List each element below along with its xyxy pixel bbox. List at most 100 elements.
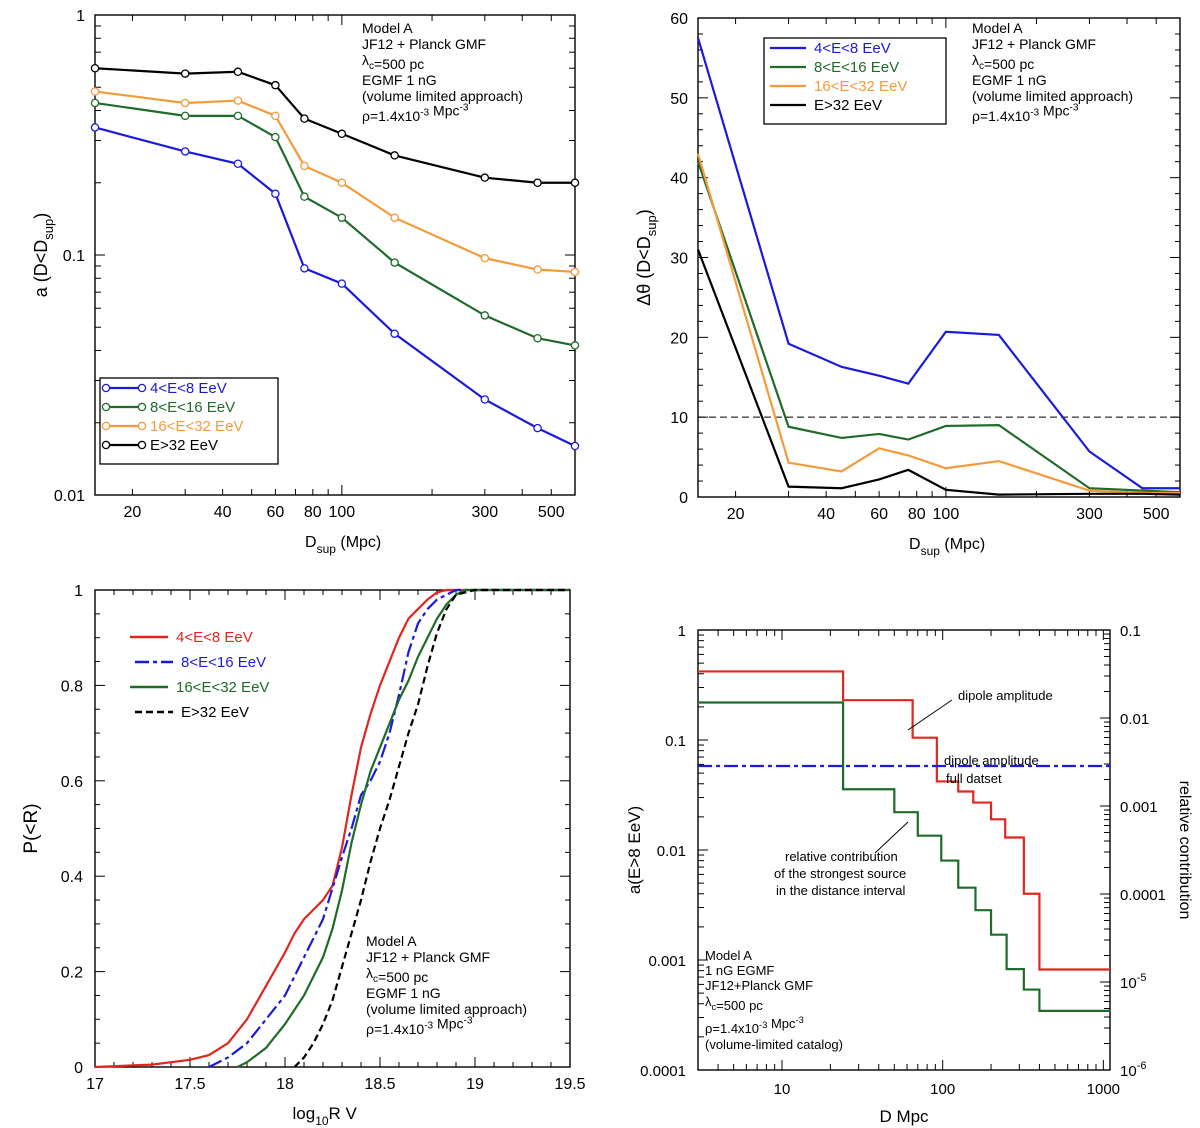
y-tick-label: 0.01: [54, 488, 85, 505]
annotation-line: ρ=1.4x10-3 Mpc-3: [362, 102, 469, 124]
annotation-line: Model A: [705, 948, 752, 963]
legend-label: 4<E<8 EeV: [150, 380, 227, 397]
annotation-line: JF12 + Planck GMF: [366, 949, 490, 965]
callout-text: relative contribution: [785, 849, 898, 864]
x-tick-label: 300: [471, 504, 498, 521]
y-tick-label: 50: [670, 91, 688, 108]
data-point: [233, 96, 243, 105]
data-point: [233, 67, 243, 77]
series-line-0: [94, 126, 576, 448]
series-line-0: [696, 37, 1180, 490]
x-tick-label: 500: [538, 504, 565, 521]
annotation-line: EGMF 1 nG: [362, 72, 437, 88]
x-axis-label: Dsup (Mpc): [305, 534, 381, 556]
callout-leader: [907, 699, 953, 731]
legend-label: 16<E<32 EeV: [176, 679, 269, 696]
x-tick-label: 80: [908, 506, 926, 523]
y-tick-label: 10: [670, 410, 688, 427]
panel-d: 10 100 1000 0.0001 0.001 0.01 0.1 1 10-6 10-5 0.00…: [625, 623, 1193, 1126]
y-tick-label: 1: [74, 583, 83, 600]
x-tick-label: 1000: [1087, 1081, 1120, 1098]
legend: 4<E<8 EeV 8<E<16 EeV 16<E<32 EeV E>32 EeV: [130, 629, 269, 721]
callout-leader: [874, 821, 909, 854]
y2-tick-label: 10-5: [1120, 972, 1146, 992]
legend-label: 8<E<16 EeV: [181, 654, 266, 671]
legend: 4<E<8 EeV 8<E<16 EeV 16<E<32 EeV E>32 EeV: [99, 377, 279, 465]
annotation-line: (volume-limited catalog): [705, 1037, 843, 1052]
data-point: [180, 69, 190, 78]
data-point: [300, 192, 309, 201]
y-tick-label: 0.4: [61, 869, 83, 886]
y-axis-label: a(E>8 EeV): [625, 806, 644, 894]
series-line-2: [237, 588, 570, 1068]
data-point: [570, 267, 580, 277]
legend-label: E>32 EeV: [150, 437, 218, 454]
series-line-1: [208, 588, 570, 1068]
y-tick-label: 0.1: [665, 733, 686, 750]
annotation-line: Model A: [366, 933, 417, 949]
annotation-line: EGMF 1 nG: [366, 985, 441, 1001]
annotation-line: Model A: [972, 20, 1023, 36]
annotation-line: λc=500 pc: [362, 52, 424, 72]
legend-marker: [137, 383, 147, 393]
annotation-line: 1 nG EGMF: [705, 963, 774, 978]
y2-tick-label: 0.1: [1120, 623, 1141, 640]
y-tick-label: 0.2: [61, 965, 83, 982]
data-point: [271, 132, 280, 142]
data-point: [533, 265, 542, 274]
legend-marker: [137, 421, 147, 431]
panel-b: 20 40 60 80 100 300 500 0 10 20 30 40 50 60 Dsup (Mpc)…: [634, 11, 1181, 558]
data-point: [570, 178, 580, 188]
series-line-2: [696, 153, 1180, 495]
annotation-line: EGMF 1 nG: [972, 72, 1047, 88]
data-point: [390, 258, 399, 267]
x-tick-label: 17.5: [174, 1076, 205, 1093]
series-line-3: [293, 588, 570, 1068]
annotation-line: (volume limited approach): [972, 88, 1133, 104]
legend-marker: [101, 402, 111, 412]
y-tick-label: 0.0001: [640, 1063, 686, 1080]
annotation-line: JF12+Planck GMF: [705, 978, 813, 993]
data-point: [480, 311, 490, 320]
data-point: [337, 213, 347, 222]
annotation-line: JF12 + Planck GMF: [972, 36, 1096, 52]
data-point: [390, 329, 399, 338]
legend-label: 16<E<32 EeV: [150, 418, 243, 435]
series-line-1: [696, 161, 1181, 494]
data-point: [300, 114, 309, 123]
data-point: [233, 159, 243, 168]
legend-label: E>32 EeV: [181, 704, 249, 721]
data-point: [390, 213, 399, 222]
y2-tick-label: 0.0001: [1120, 887, 1166, 904]
callout-text: dipole amplitude: [958, 688, 1053, 703]
x-tick-label: 40: [214, 504, 232, 521]
y-axis-label: P(<R): [21, 803, 42, 853]
annotation-line: ρ=1.4x10-3 Mpc-3: [705, 1015, 804, 1036]
data-point: [180, 147, 190, 156]
data-point: [533, 178, 542, 188]
callout-text: full datset: [946, 771, 1002, 786]
y-tick-label: 1: [678, 623, 686, 640]
legend-marker: [101, 440, 111, 450]
legend-marker: [101, 383, 111, 393]
x-axis-label: Dsup (Mpc): [909, 536, 985, 558]
series-line-3: [94, 67, 575, 184]
series-line-3: [696, 249, 1181, 496]
x-tick-label: 20: [727, 506, 745, 523]
y-tick-label: 0: [679, 490, 688, 507]
legend-marker: [137, 440, 147, 450]
y-axis-label: Δθ (D<Dsup): [634, 209, 659, 306]
y-tick-label: 0.6: [61, 774, 83, 791]
y-tick-label: 0.8: [61, 678, 83, 695]
callout-full-dataset: dipole amplitude full datset: [944, 753, 1039, 786]
y2-tick-label: 0.001: [1120, 799, 1158, 816]
callout-text: in the distance interval: [776, 883, 905, 898]
annotation-line: Model A: [362, 20, 413, 36]
annotation-line: λc=500 pc: [972, 52, 1034, 72]
annotation-line: (volume limited approach): [362, 88, 523, 104]
annotation-line: ρ=1.4x10-3 Mpc-3: [972, 102, 1079, 124]
